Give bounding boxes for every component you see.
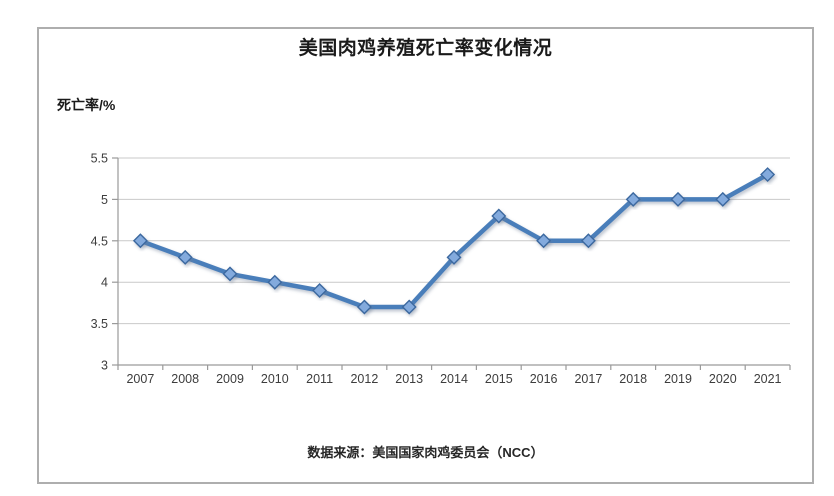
data-point-2010: [267, 274, 283, 290]
chart-frame: [37, 27, 814, 484]
x-tick-label: 2009: [216, 372, 244, 386]
data-point-2007: [132, 233, 148, 249]
x-tick-label: 2011: [306, 372, 333, 386]
data-point-2013: [401, 299, 417, 315]
y-tick-label: 3.5: [91, 317, 108, 331]
y-tick-label: 4: [101, 276, 108, 290]
data-point-2012: [356, 299, 372, 315]
x-tick-label: 2015: [485, 372, 513, 386]
x-tick-label: 2019: [664, 372, 692, 386]
x-tick-label: 2016: [530, 372, 558, 386]
x-tick-label: 2010: [261, 372, 289, 386]
data-point-2020: [715, 191, 731, 207]
x-tick-label: 2018: [619, 372, 647, 386]
x-tick-label: 2013: [395, 372, 423, 386]
data-point-2011: [312, 282, 328, 298]
x-tick-label: 2021: [754, 372, 782, 386]
data-point-2015: [491, 208, 507, 224]
x-tick-label: 2020: [709, 372, 737, 386]
y-tick-label: 5.5: [91, 152, 108, 166]
data-point-2009: [222, 266, 238, 282]
x-tick-label: 2014: [440, 372, 468, 386]
y-tick-label: 5: [101, 193, 108, 207]
x-tick-label: 2008: [171, 372, 199, 386]
data-point-2019: [670, 191, 686, 207]
x-tick-label: 2017: [574, 372, 602, 386]
source-note: 数据来源：美国国家肉鸡委员会（NCC）: [307, 445, 544, 460]
x-tick-label: 2012: [350, 372, 378, 386]
chart-title: 美国肉鸡养殖死亡率变化情况: [298, 38, 553, 59]
x-tick-label: 2007: [126, 372, 154, 386]
data-point-2021: [760, 167, 776, 183]
data-point-2018: [625, 191, 641, 207]
y-axis-label: 死亡率/%: [57, 97, 116, 113]
data-point-2014: [446, 249, 462, 265]
y-tick-label: 4.5: [91, 234, 108, 248]
data-point-2008: [177, 249, 193, 265]
data-point-2016: [536, 233, 552, 249]
y-tick-label: 3: [101, 359, 108, 373]
data-point-2017: [580, 233, 596, 249]
